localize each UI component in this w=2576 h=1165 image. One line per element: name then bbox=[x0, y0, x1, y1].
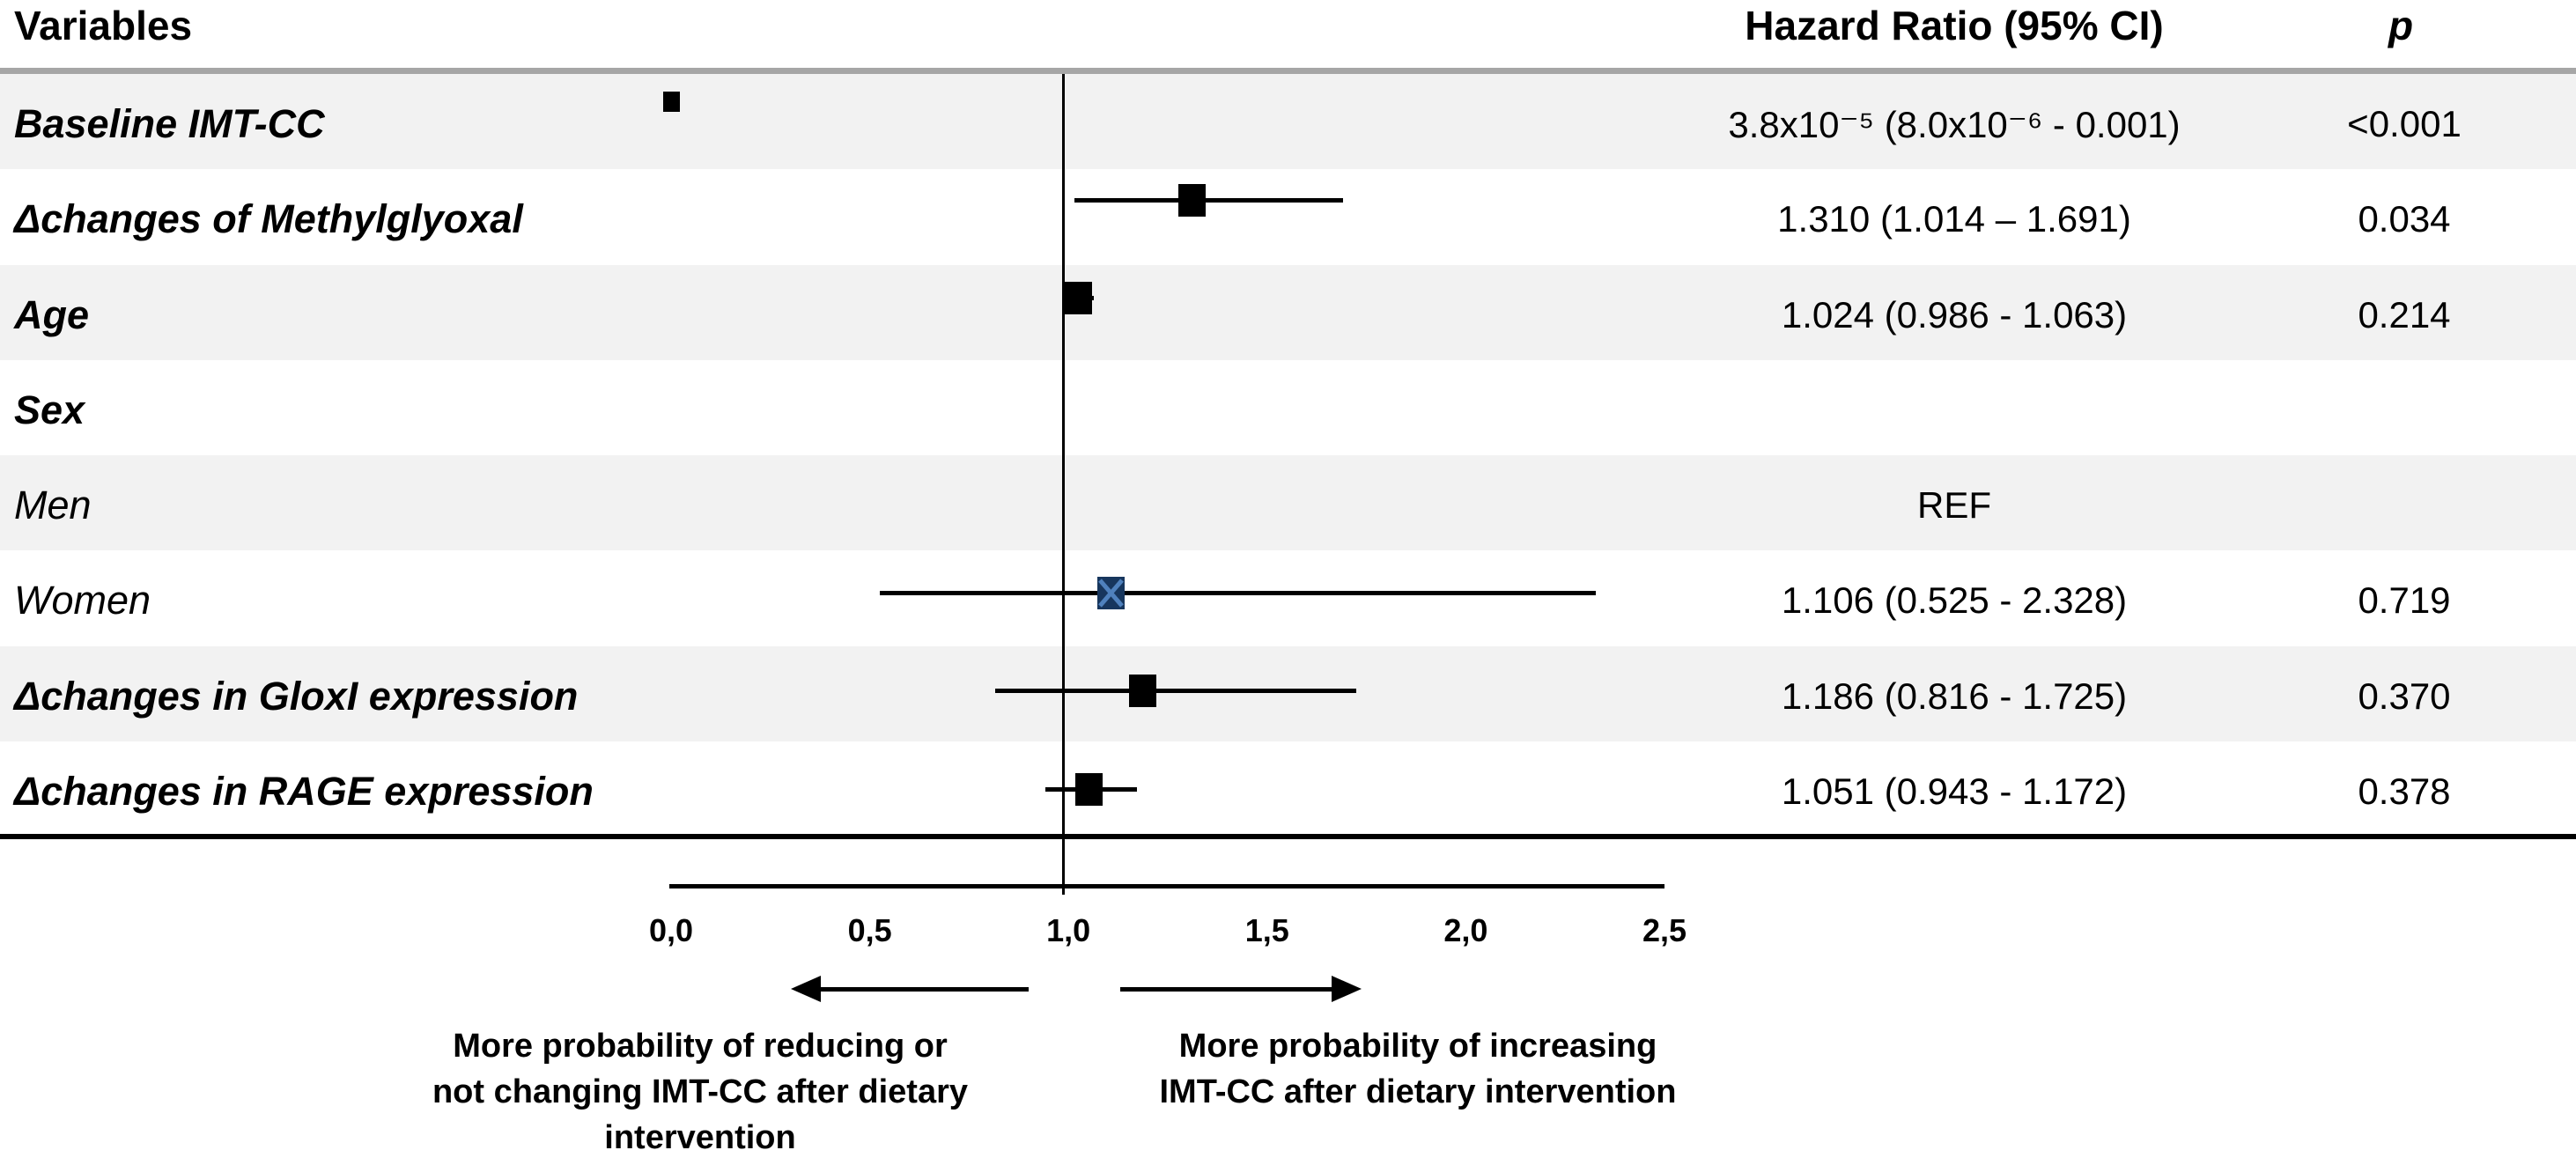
caption-line: More probability of reducing or bbox=[453, 1028, 948, 1065]
hazard-ratio-value: 1.310 (1.014 – 1.691) bbox=[1777, 198, 2131, 240]
x-axis-tick-label: 0,0 bbox=[648, 912, 694, 948]
hazard-ratio-value: 1.051 (0.943 - 1.172) bbox=[1781, 770, 2128, 812]
table-bottom-rule bbox=[0, 834, 2576, 839]
p-value: 0.034 bbox=[2358, 198, 2451, 240]
row-label: Age bbox=[14, 291, 90, 337]
row-label: Women bbox=[14, 578, 151, 623]
hazard-ratio-value: 1.186 (0.816 - 1.725) bbox=[1781, 675, 2128, 717]
hazard-ratio-value: 1.024 (0.986 - 1.063) bbox=[1781, 293, 2128, 335]
confidence-interval-line bbox=[1074, 197, 1343, 203]
p-column-header: p bbox=[2388, 3, 2414, 48]
x-axis-tick-label: 1,0 bbox=[1046, 912, 1091, 948]
caption-line: not changing IMT-CC after dietary bbox=[432, 1073, 969, 1110]
row-label: Sex bbox=[14, 387, 85, 432]
table-row: Men REF bbox=[0, 455, 2576, 551]
row-label: Baseline IMT-CC bbox=[14, 101, 325, 147]
point-estimate-marker bbox=[1096, 576, 1125, 609]
right-arrow-icon bbox=[1332, 976, 1362, 1002]
p-value: <0.001 bbox=[2347, 103, 2462, 145]
point-estimate-marker bbox=[1074, 772, 1103, 806]
row-label: Δchanges of Methylglyoxal bbox=[14, 196, 523, 242]
p-value: 0.370 bbox=[2358, 675, 2451, 717]
table-row: Baseline IMT-CC 3.8x10⁻⁵ (8.0x10⁻⁶ - 0.00… bbox=[0, 74, 2576, 170]
p-value: 0.719 bbox=[2358, 579, 2451, 622]
table-row: Women 1.106 (0.525 - 2.328) 0.719 bbox=[0, 550, 2576, 645]
x-axis-line bbox=[669, 884, 1664, 888]
variables-column-header: Variables bbox=[14, 3, 193, 48]
p-value: 0.378 bbox=[2358, 770, 2451, 812]
x-axis-tick-label: 0,5 bbox=[847, 912, 892, 948]
left-direction-caption: More probability of reducing or not chang… bbox=[365, 1023, 1035, 1161]
left-arrow-icon bbox=[791, 976, 821, 1002]
row-label: Δchanges in GloxI expression bbox=[14, 673, 579, 719]
hazard-ratio-value: 3.8x10⁻⁵ (8.0x10⁻⁶ - 0.001) bbox=[1728, 103, 2181, 145]
table-row: Δchanges of Methylglyoxal 1.310 (1.014 – … bbox=[0, 169, 2576, 264]
row-label: Δchanges in RAGE expression bbox=[14, 768, 594, 814]
table-row: Sex bbox=[0, 360, 2576, 455]
caption-line: IMT-CC after dietary intervention bbox=[1159, 1073, 1677, 1110]
point-estimate-marker bbox=[662, 92, 680, 112]
x-axis-tick-label: 1,5 bbox=[1244, 912, 1289, 948]
point-estimate-marker bbox=[1064, 282, 1092, 314]
right-direction-caption: More probability of increasing IMT-CC aft… bbox=[1083, 1023, 1753, 1115]
confidence-interval-line bbox=[879, 590, 1597, 595]
p-value: 0.214 bbox=[2358, 293, 2451, 335]
hazard-ratio-value: 1.106 (0.525 - 2.328) bbox=[1781, 579, 2128, 622]
point-estimate-marker bbox=[1177, 183, 1206, 217]
table-row: Δchanges in RAGE expression 1.051 (0.943 … bbox=[0, 741, 2576, 837]
confidence-interval-line bbox=[995, 689, 1357, 693]
point-estimate-marker bbox=[1128, 675, 1156, 707]
right-arrow-shaft bbox=[1120, 987, 1334, 992]
caption-line: intervention bbox=[604, 1119, 796, 1156]
table-row: Δchanges in GloxI expression 1.186 (0.816… bbox=[0, 645, 2576, 741]
header-divider-rule bbox=[0, 68, 2576, 74]
row-label: Men bbox=[14, 483, 92, 528]
table-row: Age 1.024 (0.986 - 1.063) 0.214 bbox=[0, 264, 2576, 360]
hazard-ratio-value: REF bbox=[1917, 484, 1991, 527]
hazard-ratio-column-header: Hazard Ratio (95% CI) bbox=[1745, 3, 2164, 48]
reference-line-hr-1 bbox=[1062, 74, 1066, 895]
x-axis-tick-label: 2,0 bbox=[1443, 912, 1488, 948]
left-arrow-shaft bbox=[815, 987, 1029, 992]
caption-line: More probability of increasing bbox=[1178, 1028, 1657, 1065]
x-axis-tick-label: 2,5 bbox=[1642, 912, 1687, 948]
